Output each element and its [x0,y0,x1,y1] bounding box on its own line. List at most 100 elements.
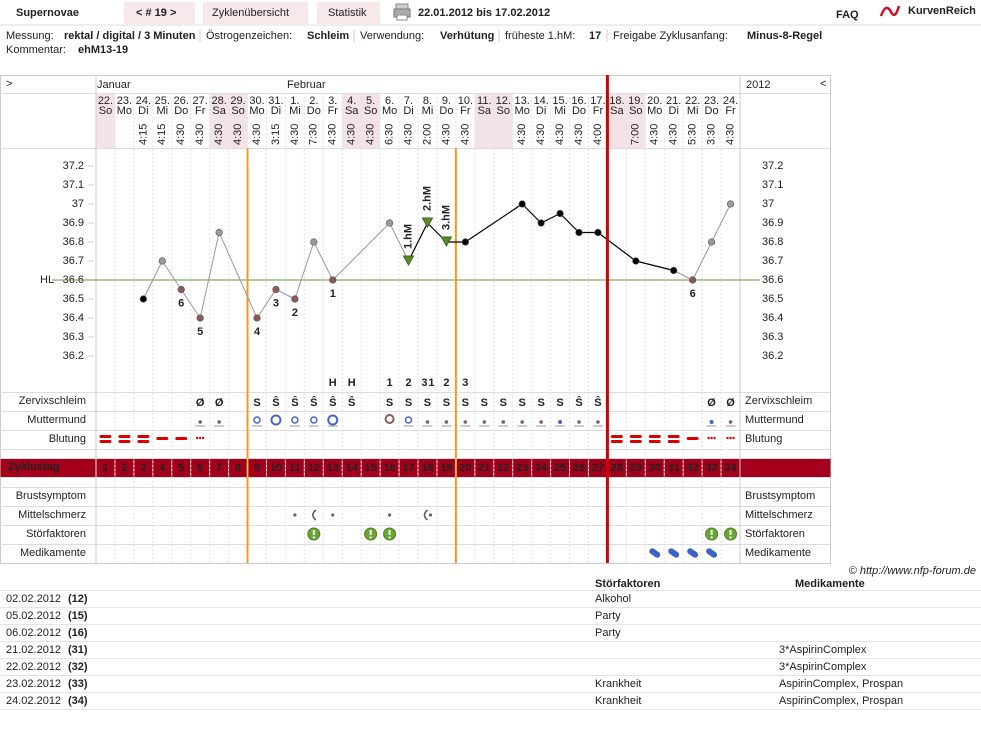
bleeding-mark [118,440,131,443]
note-date: 06.02.2012 [6,627,61,639]
spotting-mark [710,436,713,440]
cycle-day: 12 [308,462,320,474]
weekend-cell [361,93,381,148]
temperature-line [389,222,409,262]
note-day: (16) [68,627,88,639]
date-label: 7. [404,95,413,107]
time-label: 4:30 [516,124,528,145]
hm-label: 1.hM [402,224,414,249]
y-tick-label: 37.1 [63,179,84,191]
logo[interactable]: KurvenReich [908,5,976,17]
cervix-symbol: Ŝ [310,396,317,409]
faq-link[interactable]: FAQ [836,9,859,21]
tab[interactable]: Statistik [328,7,367,19]
point-label: 5 [197,326,203,338]
count-mark: 3 [462,377,468,389]
note-disturbance: Krankheit [595,678,641,690]
bleeding-mark [629,440,642,443]
date-label: 14. [533,95,548,107]
weekday-label: Mi [554,105,566,117]
y-tick-label: 37.2 [63,160,84,172]
tab-bg [124,2,195,24]
cervix-symbol: Ŝ [329,396,336,409]
spotting-mark [198,436,202,440]
weekday-label: Fr [460,105,471,117]
temperature-point [575,228,583,237]
nav-button[interactable]: > [6,78,12,90]
os-icon [728,420,733,424]
weekday-label: Mi [687,105,699,117]
date-label: 5. [366,95,375,107]
temperature-point [632,257,640,265]
cycle-label: Zyklustag [8,461,59,473]
cycle-day: 22 [497,462,509,474]
weekday-label: Sa [345,105,359,117]
date-label: 2. [309,95,318,107]
temperature-line [711,203,731,243]
time-label: 2:00 [421,124,433,145]
os-icon [709,420,714,424]
bleeding-mark [648,440,661,443]
date-label: 24. [136,95,151,107]
y-tick-label: 36.9 [63,217,84,229]
note-medication: AspirinComplex, Prospan [779,695,903,707]
date-label: 1. [290,95,299,107]
bleeding-mark [667,435,680,438]
temperature-line [218,232,258,319]
weekday-label: Do [174,105,188,117]
os-icon [327,414,339,426]
coverline-label: HL [40,274,54,286]
temperature-line [465,203,523,243]
disturbance-icon [729,536,732,539]
cycle-day: 19 [440,462,452,474]
disturbance-icon [710,536,713,539]
cycle-nav[interactable]: < # 19 > [136,7,176,19]
tab[interactable]: Zyklenübersicht [212,7,289,19]
y-tick-label: 36.2 [762,350,783,362]
printer-icon[interactable] [393,3,411,21]
time-label: 4:30 [327,124,339,145]
cycle-day: 20 [459,462,471,474]
info-value: 17 [589,30,601,42]
cycle-day: 30 [649,462,661,474]
cycle-day: 1 [102,462,108,474]
bleeding-mark [118,435,131,438]
weekday-label: Mo [647,105,662,117]
logo-icon [879,5,901,17]
os-icon [310,416,318,424]
time-label: 7:00 [630,124,642,145]
row-label: Blutung [745,433,782,445]
time-label: 3:15 [270,124,282,145]
month-label: Februar [287,79,326,91]
y-tick-label: 36.4 [762,312,783,324]
chart-frame [0,75,831,564]
time-label: 4:30 [649,124,661,145]
nav-button[interactable]: < [820,78,826,90]
count-mark: 1 [428,377,434,389]
spotting-mark [707,436,710,440]
cervix-symbol: S [500,397,507,409]
temperature-line [635,260,674,272]
note-day: (12) [68,593,88,605]
temperature-point [421,217,434,229]
time-label: 3:30 [705,124,717,145]
peak-mark: 1 [387,377,393,389]
temperature-line [597,232,637,262]
y-tick-label: 36.6 [762,274,783,286]
note-date: 23.02.2012 [6,678,61,690]
weekend-cell [96,93,115,148]
info-value: Schleim [307,30,349,42]
note-date: 22.02.2012 [6,661,61,673]
y-tick-label: 36.7 [63,255,84,267]
cervix-symbol: S [519,397,526,409]
disturbance-icon [729,530,732,535]
y-tick-label: 36.4 [63,312,84,324]
os-icon [463,420,468,424]
disturbance-icon [369,536,372,539]
date-label: 21. [666,95,681,107]
weekend-cell [474,93,494,148]
weekday-label: Mi [422,105,434,117]
temperature-line [142,260,163,300]
note-day: (34) [68,695,88,707]
